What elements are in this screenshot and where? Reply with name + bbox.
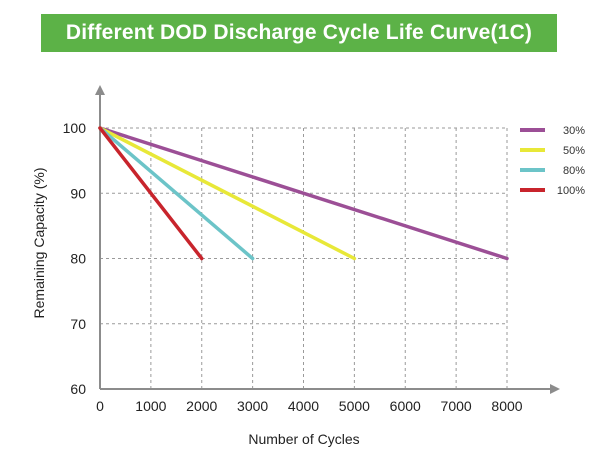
legend-label: 100% — [557, 185, 585, 197]
legend-label: 30% — [563, 125, 585, 137]
x-tick-label: 6000 — [390, 398, 421, 414]
y-tick-label: 100 — [63, 120, 87, 136]
chart-title-banner: Different DOD Discharge Cycle Life Curve… — [41, 14, 557, 52]
x-tick-label: 7000 — [441, 398, 472, 414]
x-tick-label: 8000 — [491, 398, 522, 414]
series-lines — [98, 126, 509, 261]
y-tick-label: 70 — [70, 316, 86, 332]
x-axis-title: Number of Cycles — [248, 431, 359, 447]
y-tick-label: 60 — [70, 381, 86, 397]
x-tick-label: 4000 — [288, 398, 319, 414]
series-line-100pct — [98, 126, 204, 261]
legend: 30% 50% 80% 100% — [520, 125, 585, 197]
chart-title: Different DOD Discharge Cycle Life Curve… — [65, 21, 533, 44]
series-line-80pct — [98, 126, 255, 261]
y-tick-label: 90 — [70, 185, 86, 201]
x-tick-label: 1000 — [135, 398, 166, 414]
legend-label: 80% — [563, 165, 585, 177]
tick-labels: 0 1000 2000 3000 4000 5000 6000 7000 8000 60 70 80 9… — [63, 120, 523, 414]
grid-lines — [100, 127, 508, 389]
legend-label: 50% — [563, 145, 585, 157]
y-tick-label: 80 — [70, 251, 86, 267]
axes — [95, 85, 560, 394]
series-line-30pct — [98, 126, 509, 261]
x-tick-label: 0 — [96, 398, 104, 414]
series-line-50pct — [98, 126, 357, 261]
x-tick-label: 3000 — [237, 398, 268, 414]
x-tick-label: 5000 — [339, 398, 370, 414]
y-axis-title: Remaining Capacity (%) — [31, 168, 47, 319]
x-tick-label: 2000 — [186, 398, 217, 414]
